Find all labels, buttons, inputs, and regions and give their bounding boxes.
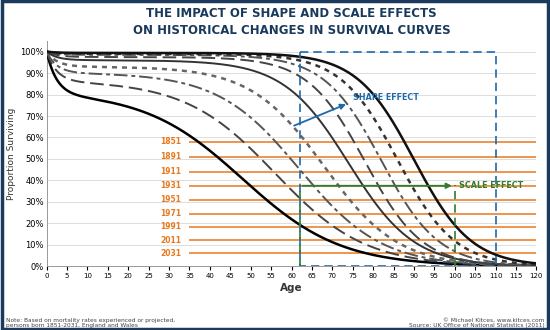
Text: 1851: 1851 xyxy=(160,137,182,146)
Text: SCALE EFFECT: SCALE EFFECT xyxy=(459,181,523,190)
Text: 1891: 1891 xyxy=(160,152,182,161)
Text: 1951: 1951 xyxy=(161,195,182,204)
Text: 2011: 2011 xyxy=(160,236,182,245)
X-axis label: Age: Age xyxy=(280,283,303,293)
Text: 1911: 1911 xyxy=(160,167,182,176)
Text: 1971: 1971 xyxy=(160,209,182,218)
Text: 1931: 1931 xyxy=(160,181,182,190)
Text: SHAPE EFFECT: SHAPE EFFECT xyxy=(353,93,419,102)
Y-axis label: Proportion Surviving: Proportion Surviving xyxy=(7,107,16,200)
Title: THE IMPACT OF SHAPE AND SCALE EFFECTS
ON HISTORICAL CHANGES IN SURVIVAL CURVES: THE IMPACT OF SHAPE AND SCALE EFFECTS ON… xyxy=(133,7,450,37)
Text: 1991: 1991 xyxy=(160,222,182,231)
Text: Note: Based on mortality rates experienced or projected,
persons born 1851-2031,: Note: Based on mortality rates experienc… xyxy=(6,317,175,328)
Text: © Michael Kitces, www.kitces.com
Source: UK Office of National Statistics (2011): © Michael Kitces, www.kitces.com Source:… xyxy=(409,317,544,328)
Text: 2031: 2031 xyxy=(160,249,182,258)
